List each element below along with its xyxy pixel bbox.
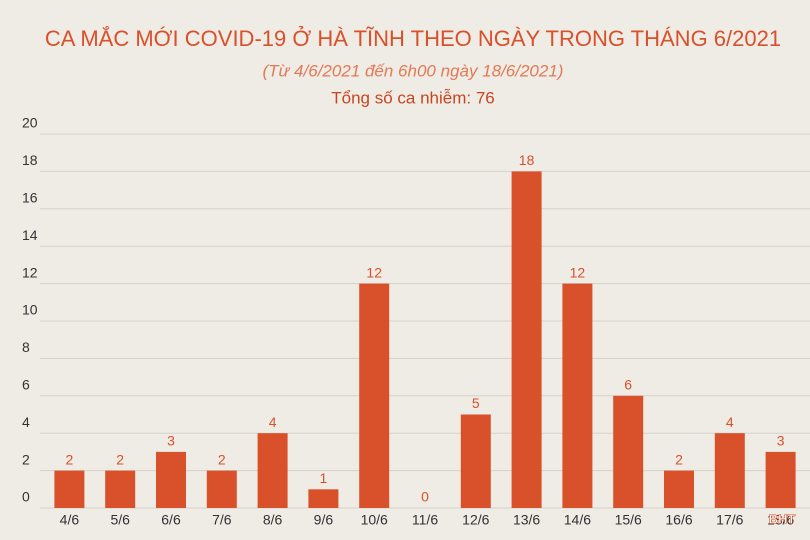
data-label: 2 xyxy=(675,451,683,467)
y-tick-label: 14 xyxy=(22,227,38,243)
bar xyxy=(613,395,644,508)
y-tick-label: 20 xyxy=(22,115,38,131)
total-annotation: Tổng số ca nhiễm: 76 xyxy=(331,88,494,107)
y-tick-label: 0 xyxy=(22,489,30,505)
data-label: 6 xyxy=(624,377,632,393)
bar xyxy=(562,283,593,508)
data-label: 2 xyxy=(116,451,124,467)
bar xyxy=(714,433,745,508)
y-tick-label: 10 xyxy=(22,302,38,318)
data-label: 5 xyxy=(472,395,480,411)
data-label: 4 xyxy=(726,414,734,430)
data-label: 4 xyxy=(269,414,277,430)
x-tick-label: 7/6 xyxy=(212,512,232,528)
bar xyxy=(156,451,186,508)
y-tick-label: 16 xyxy=(22,190,38,206)
bar xyxy=(511,171,542,508)
x-tick-label: 6/6 xyxy=(161,512,181,528)
bar xyxy=(460,414,491,508)
data-label: 3 xyxy=(777,433,785,449)
data-label: 0 xyxy=(421,489,429,505)
bar xyxy=(664,470,694,508)
x-tick-label: 8/6 xyxy=(263,512,283,528)
data-label: 12 xyxy=(570,264,586,280)
y-tick-label: 2 xyxy=(22,451,30,467)
y-tick-label: 6 xyxy=(22,377,30,393)
bar xyxy=(54,470,85,508)
bar xyxy=(359,283,390,508)
x-tick-label: 10/6 xyxy=(361,512,388,528)
x-tick-label: 4/6 xyxy=(60,512,80,528)
data-label: 12 xyxy=(366,264,382,280)
y-tick-label: 18 xyxy=(22,152,38,168)
data-label: 2 xyxy=(218,451,226,467)
x-tick-label: 17/6 xyxy=(716,512,743,528)
y-tick-label: 4 xyxy=(22,414,30,430)
x-tick-label: 15/6 xyxy=(615,512,642,528)
x-tick-label: 13/6 xyxy=(513,512,540,528)
chart-title: CA MẮC MỚI COVID-19 Ở HÀ TĨNH THEO NGÀY … xyxy=(45,26,781,51)
bar xyxy=(206,470,237,508)
x-tick-label: 18/6 xyxy=(767,512,794,528)
bar xyxy=(257,433,288,508)
y-tick-label: 12 xyxy=(22,264,38,280)
bar xyxy=(105,470,136,508)
bar xyxy=(308,489,339,508)
data-label: 1 xyxy=(320,470,328,486)
bar xyxy=(765,451,796,508)
x-tick-label: 14/6 xyxy=(564,512,591,528)
x-tick-label: 5/6 xyxy=(110,512,130,528)
x-tick-label: 9/6 xyxy=(314,512,334,528)
watermark: BHT xyxy=(769,511,796,526)
data-label: 18 xyxy=(519,152,535,168)
data-label: 2 xyxy=(66,451,74,467)
data-label: 3 xyxy=(167,433,175,449)
chart-subtitle: (Từ 4/6/2021 đến 6h00 ngày 18/6/2021) xyxy=(263,61,564,80)
x-tick-label: 12/6 xyxy=(462,512,489,528)
y-tick-label: 8 xyxy=(22,339,30,355)
x-tick-label: 16/6 xyxy=(665,512,692,528)
x-tick-label: 11/6 xyxy=(412,512,438,528)
